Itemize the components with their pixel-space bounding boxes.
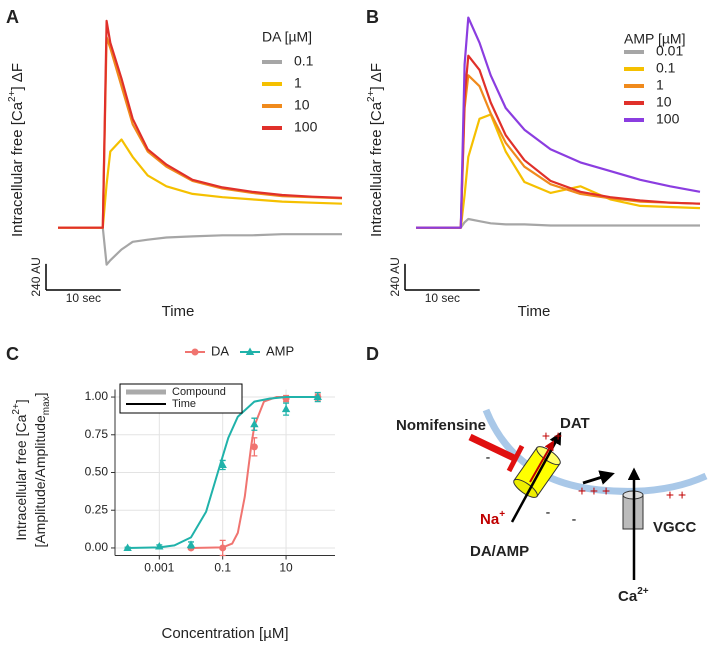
text-part: [Amplitude/Amplitude — [32, 415, 48, 548]
point — [123, 543, 132, 551]
legend-label: 10 — [656, 94, 672, 110]
x-axis-label: Time — [518, 303, 551, 320]
text-part: Intracellular free [Ca — [13, 414, 29, 540]
point — [250, 419, 259, 428]
na-label: Na+ — [480, 509, 505, 528]
inhibitor-bar — [506, 444, 525, 473]
trace — [101, 227, 342, 266]
panel-label: C — [6, 344, 19, 364]
legend-label: 10 — [294, 97, 310, 113]
legend-label: 100 — [294, 119, 318, 135]
arrow — [582, 470, 615, 485]
text-part: Na — [480, 511, 500, 528]
charge: + + — [542, 428, 562, 444]
diagram: D Nomifensine DAT Na+ DA/AMP VGCC Ca2+ — [366, 344, 708, 605]
y-tick-label: 1.00 — [85, 389, 109, 403]
dat-label: DAT — [560, 415, 590, 432]
text-part: 2+ — [7, 90, 18, 102]
arrow — [529, 440, 554, 483]
legend-label: 0.1 — [294, 53, 314, 69]
legend-marker — [191, 348, 199, 356]
scale-label: 240 AU — [388, 257, 402, 296]
legend-label: Time — [172, 398, 196, 410]
panel-label: A — [6, 7, 19, 27]
legend-title: DA [µM] — [262, 29, 312, 45]
text-part: ] ΔF — [9, 63, 26, 91]
legend-label: 100 — [656, 111, 680, 127]
text-part: Intracellular free [Ca — [9, 101, 26, 237]
legend-label: 0.1 — [656, 60, 676, 76]
y-tick-label: 0.50 — [85, 465, 109, 479]
substrate-label: DA/AMP — [470, 543, 529, 560]
scale-label: 240 AU — [29, 257, 43, 296]
ca-label: Ca2+ — [618, 586, 649, 605]
charge: - — [572, 511, 577, 527]
text-part: 2+ — [11, 403, 22, 415]
scale-label: 10 sec — [425, 291, 460, 305]
point — [186, 540, 196, 548]
legend-box — [119, 383, 243, 414]
charge: - — [546, 504, 551, 520]
legend-label: 1 — [656, 77, 664, 93]
x-axis-label: Concentration [µM] — [161, 625, 288, 642]
panel-label: D — [366, 344, 379, 364]
trace — [416, 113, 701, 229]
trace — [416, 16, 701, 229]
legend-label: 1 — [294, 75, 302, 91]
text-part: Intracellular free [Ca — [368, 101, 385, 237]
point — [218, 460, 227, 468]
scale-label: 10 sec — [66, 291, 101, 305]
point — [281, 404, 291, 413]
point — [219, 544, 227, 552]
text-part: ] — [32, 392, 48, 396]
legend-label: Compound — [172, 386, 226, 398]
text-part: 2+ — [637, 586, 649, 597]
text-part: ] ΔF — [368, 63, 385, 91]
drug-label: Nomifensine — [396, 417, 486, 434]
legend-label: DA — [211, 343, 229, 358]
y-tick-label: 0.75 — [85, 427, 109, 441]
legend-title: AMP [µM] — [624, 31, 685, 47]
y-axis-label: Intracellular free [Ca2+] ΔF — [366, 63, 385, 237]
y-axis-label: [Amplitude/Amplitudemax] — [32, 392, 52, 547]
legend-label: 0.01 — [656, 43, 683, 59]
trace — [459, 217, 700, 229]
text-part: Ca — [618, 588, 638, 605]
vgcc-label: VGCC — [653, 519, 697, 536]
text-part: max — [41, 396, 52, 415]
text-part: + — [499, 509, 505, 520]
x-tick-label: 0.001 — [144, 561, 174, 575]
inhibitor — [468, 433, 516, 462]
legend-label: AMP — [266, 343, 294, 358]
point — [155, 541, 164, 550]
panel-label: B — [366, 7, 379, 27]
y-axis-label: Intracellular free [Ca2+] ΔF — [7, 63, 26, 237]
fit-line — [127, 396, 318, 549]
point — [250, 443, 258, 451]
y-tick-label: 0.25 — [85, 502, 109, 516]
charge: + + — [666, 487, 686, 503]
trace — [58, 19, 343, 229]
membrane — [482, 408, 708, 495]
x-axis-label: Time — [162, 303, 195, 320]
x-tick-label: 10 — [279, 561, 293, 575]
y-tick-label: 0.00 — [85, 540, 109, 554]
text-part: 2+ — [366, 90, 377, 102]
y-axis-label: Intracellular free [Ca2+] — [11, 399, 29, 540]
charge: + + + — [578, 483, 610, 499]
text-part: ] — [13, 399, 29, 403]
point — [313, 392, 322, 401]
charge: - — [486, 449, 491, 465]
legend-marker — [245, 347, 255, 355]
x-tick-label: 0.1 — [214, 561, 231, 575]
